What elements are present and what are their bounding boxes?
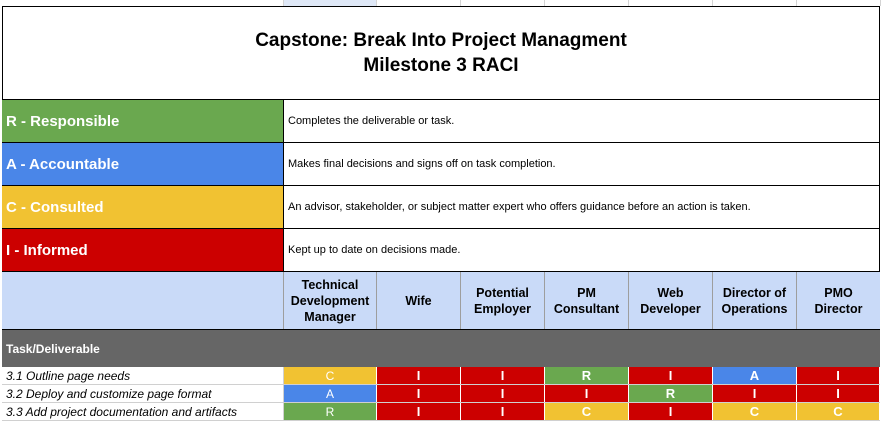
legend-row-responsible: R - Responsible Completes the deliverabl… <box>2 100 880 143</box>
legend-key-informed[interactable]: I - Informed <box>2 229 284 271</box>
raci-cell[interactable]: C <box>713 403 797 420</box>
legend-description-consulted[interactable]: An advisor, stakeholder, or subject matt… <box>284 186 880 228</box>
column-header[interactable] <box>377 0 461 6</box>
raci-cell[interactable]: I <box>377 385 461 402</box>
role-header-director-operations[interactable]: Director of Operations <box>713 272 797 329</box>
column-header[interactable] <box>461 0 545 6</box>
raci-cell[interactable]: R <box>284 403 377 420</box>
task-name-cell[interactable]: 3.1 Outline page needs <box>2 367 284 384</box>
column-header[interactable] <box>713 0 797 6</box>
raci-cell[interactable]: I <box>713 385 797 402</box>
legend-description-informed[interactable]: Kept up to date on decisions made. <box>284 229 880 271</box>
task-name-cell[interactable]: 3.2 Deploy and customize page format <box>2 385 284 402</box>
legend-row-informed: I - Informed Kept up to date on decision… <box>2 229 880 272</box>
section-header[interactable]: Task/Deliverable <box>2 330 880 367</box>
legend-description-responsible[interactable]: Completes the deliverable or task. <box>284 100 880 142</box>
legend-key-accountable[interactable]: A - Accountable <box>2 143 284 185</box>
raci-cell[interactable]: C <box>797 403 880 420</box>
page-subtitle: Milestone 3 RACI <box>363 55 519 76</box>
raci-cell[interactable]: R <box>545 367 629 384</box>
page-title: Capstone: Break Into Project Managment <box>255 30 627 51</box>
column-header-selected[interactable] <box>284 0 377 6</box>
raci-cell[interactable]: I <box>797 367 880 384</box>
raci-cell[interactable]: I <box>377 403 461 420</box>
role-header-blank[interactable] <box>2 272 284 329</box>
legend-key-consulted[interactable]: C - Consulted <box>2 186 284 228</box>
raci-cell[interactable]: I <box>377 367 461 384</box>
column-header[interactable] <box>629 0 713 6</box>
raci-cell[interactable]: I <box>797 385 880 402</box>
raci-cell[interactable]: I <box>629 403 713 420</box>
table-row: 3.3 Add project documentation and artifa… <box>2 403 880 421</box>
column-header[interactable] <box>545 0 629 6</box>
role-header-web-developer[interactable]: Web Developer <box>629 272 713 329</box>
column-header[interactable] <box>0 0 284 6</box>
raci-cell[interactable]: I <box>461 403 545 420</box>
table-row: 3.1 Outline page needs C I I R I A I <box>2 367 880 385</box>
task-name-cell[interactable]: 3.3 Add project documentation and artifa… <box>2 403 284 420</box>
raci-cell[interactable]: I <box>629 367 713 384</box>
title-cell[interactable]: Capstone: Break Into Project Managment M… <box>2 6 880 100</box>
table-row: 3.2 Deploy and customize page format A I I I… <box>2 385 880 403</box>
raci-cell[interactable]: I <box>461 367 545 384</box>
role-header-pmo-director[interactable]: PMO Director <box>814 285 863 316</box>
legend-description-accountable[interactable]: Makes final decisions and signs off on t… <box>284 143 880 185</box>
raci-cell[interactable]: A <box>713 367 797 384</box>
raci-cell[interactable]: I <box>545 385 629 402</box>
role-header-pm-consultant[interactable]: PM Consultant <box>545 272 629 329</box>
raci-cell[interactable]: C <box>545 403 629 420</box>
raci-cell[interactable]: C <box>284 367 377 384</box>
raci-cell[interactable]: A <box>284 385 377 402</box>
legend-row-consulted: C - Consulted An advisor, stakeholder, o… <box>2 186 880 229</box>
legend-key-responsible[interactable]: R - Responsible <box>2 100 284 142</box>
role-header-tech-dev-manager[interactable]: Technical Development Manager <box>284 272 377 329</box>
raci-cell[interactable]: R <box>629 385 713 402</box>
role-header-potential-employer[interactable]: Potential Employer <box>461 272 545 329</box>
legend-row-accountable: A - Accountable Makes final decisions an… <box>2 143 880 186</box>
raci-cell[interactable]: I <box>461 385 545 402</box>
role-header-wife[interactable]: Wife <box>377 272 461 329</box>
role-header-row: Technical Development Manager Wife Poten… <box>2 272 880 330</box>
